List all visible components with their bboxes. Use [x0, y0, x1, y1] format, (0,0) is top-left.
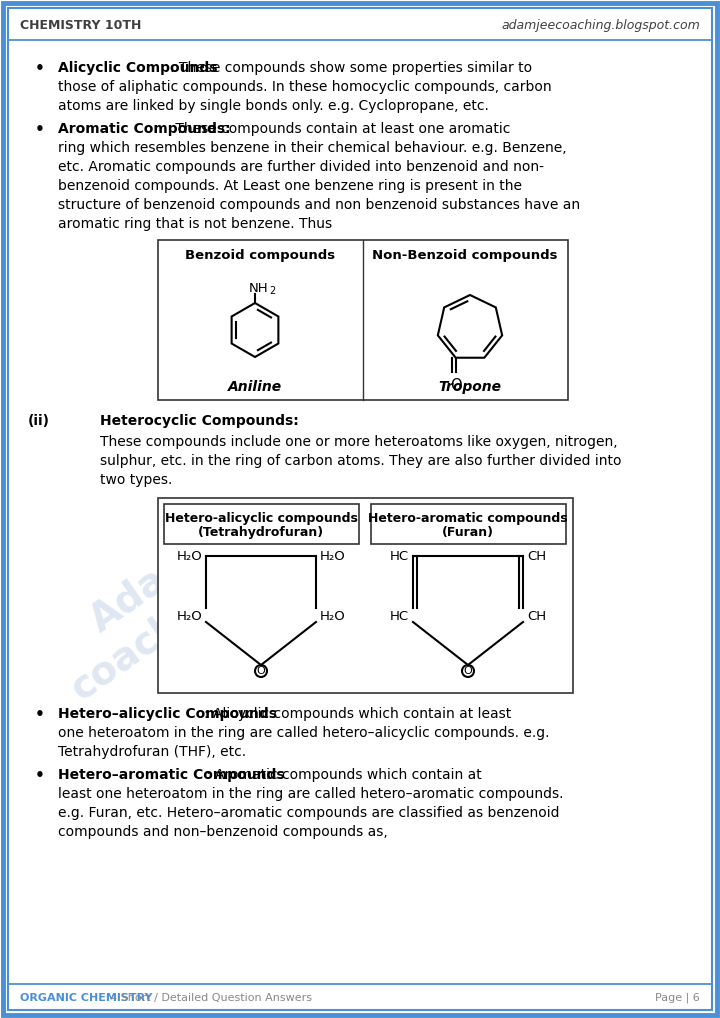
- Text: benzenoid compounds. At Least one benzene ring is present in the: benzenoid compounds. At Least one benzen…: [58, 179, 522, 193]
- Text: ring which resembles benzene in their chemical behaviour. e.g. Benzene,: ring which resembles benzene in their ch…: [58, 142, 567, 155]
- Text: O: O: [256, 666, 266, 676]
- Text: 2: 2: [269, 286, 275, 296]
- Text: HC: HC: [390, 550, 409, 563]
- Text: e.g. Furan, etc. Hetero–aromatic compounds are classified as benzenoid: e.g. Furan, etc. Hetero–aromatic compoun…: [58, 806, 559, 821]
- Text: O: O: [464, 666, 472, 676]
- Text: Tetrahydrofuran (THF), etc.: Tetrahydrofuran (THF), etc.: [58, 745, 246, 759]
- Text: (Furan): (Furan): [442, 526, 494, 539]
- Text: Non-Benzoid compounds: Non-Benzoid compounds: [372, 249, 558, 262]
- Text: •: •: [35, 61, 45, 76]
- Text: Heterocyclic Compounds:: Heterocyclic Compounds:: [100, 414, 299, 428]
- Text: Aniline: Aniline: [228, 380, 282, 394]
- Text: •: •: [35, 122, 45, 137]
- Text: Benzoid compounds: Benzoid compounds: [185, 249, 335, 262]
- FancyBboxPatch shape: [371, 504, 566, 544]
- Circle shape: [462, 665, 474, 677]
- Text: These compounds contain at least one aromatic: These compounds contain at least one aro…: [171, 122, 510, 136]
- Circle shape: [255, 665, 267, 677]
- Text: : Aromatic compounds which contain at: : Aromatic compounds which contain at: [206, 768, 482, 782]
- Text: Tropone: Tropone: [438, 380, 502, 394]
- Text: H₂O: H₂O: [320, 610, 346, 623]
- Text: Hetero–aromatic Compounds: Hetero–aromatic Compounds: [58, 768, 284, 782]
- Text: Aromatic Compounds:: Aromatic Compounds:: [58, 122, 230, 136]
- Text: structure of benzenoid compounds and non benzenoid substances have an: structure of benzenoid compounds and non…: [58, 197, 580, 212]
- Text: CH: CH: [527, 610, 546, 623]
- Text: (ii): (ii): [28, 414, 50, 428]
- Text: : Alicyclic compounds which contain at least: : Alicyclic compounds which contain at l…: [204, 706, 511, 721]
- FancyBboxPatch shape: [3, 3, 717, 1015]
- Text: NH: NH: [249, 282, 269, 294]
- Text: Adamjee
coaching.com: Adamjee coaching.com: [38, 468, 331, 708]
- Text: CHEMISTRY 10TH: CHEMISTRY 10TH: [20, 18, 141, 32]
- Text: – Short / Detailed Question Answers: – Short / Detailed Question Answers: [108, 993, 312, 1003]
- Text: etc. Aromatic compounds are further divided into benzenoid and non-: etc. Aromatic compounds are further divi…: [58, 160, 544, 174]
- Text: least one heteroatom in the ring are called hetero–aromatic compounds.: least one heteroatom in the ring are cal…: [58, 787, 564, 801]
- Text: aromatic ring that is not benzene. Thus: aromatic ring that is not benzene. Thus: [58, 217, 332, 231]
- Text: Hetero-aromatic compounds: Hetero-aromatic compounds: [368, 512, 568, 525]
- Text: •: •: [35, 706, 45, 722]
- FancyBboxPatch shape: [158, 240, 568, 400]
- FancyBboxPatch shape: [158, 498, 573, 693]
- FancyBboxPatch shape: [164, 504, 359, 544]
- Text: H₂O: H₂O: [176, 550, 202, 563]
- Text: These compounds include one or more heteroatoms like oxygen, nitrogen,: These compounds include one or more hete…: [100, 435, 618, 449]
- Text: sulphur, etc. in the ring of carbon atoms. They are also further divided into: sulphur, etc. in the ring of carbon atom…: [100, 454, 621, 468]
- Text: ORGANIC CHEMISTRY: ORGANIC CHEMISTRY: [20, 993, 153, 1003]
- Text: those of aliphatic compounds. In these homocyclic compounds, carbon: those of aliphatic compounds. In these h…: [58, 80, 552, 94]
- Text: (Tetrahydrofuran): (Tetrahydrofuran): [198, 526, 324, 539]
- Text: CH: CH: [527, 550, 546, 563]
- Text: adamjeecoaching.blogspot.com: adamjeecoaching.blogspot.com: [501, 18, 700, 32]
- Text: O: O: [450, 378, 462, 393]
- Text: compounds and non–benzenoid compounds as,: compounds and non–benzenoid compounds as…: [58, 825, 388, 839]
- Text: atoms are linked by single bonds only. e.g. Cyclopropane, etc.: atoms are linked by single bonds only. e…: [58, 99, 489, 113]
- Text: : These compounds show some properties similar to: : These compounds show some properties s…: [170, 61, 532, 75]
- Text: Alicyclic Compounds: Alicyclic Compounds: [58, 61, 217, 75]
- Text: Hetero-alicyclic compounds: Hetero-alicyclic compounds: [165, 512, 357, 525]
- FancyBboxPatch shape: [8, 8, 712, 1010]
- Text: Page | 6: Page | 6: [655, 993, 700, 1004]
- Text: one heteroatom in the ring are called hetero–alicyclic compounds. e.g.: one heteroatom in the ring are called he…: [58, 726, 549, 740]
- Text: H₂O: H₂O: [176, 610, 202, 623]
- Text: two types.: two types.: [100, 473, 172, 487]
- Text: H₂O: H₂O: [320, 550, 346, 563]
- Text: HC: HC: [390, 610, 409, 623]
- Text: •: •: [35, 768, 45, 783]
- Text: Hetero–alicyclic Compounds: Hetero–alicyclic Compounds: [58, 706, 277, 721]
